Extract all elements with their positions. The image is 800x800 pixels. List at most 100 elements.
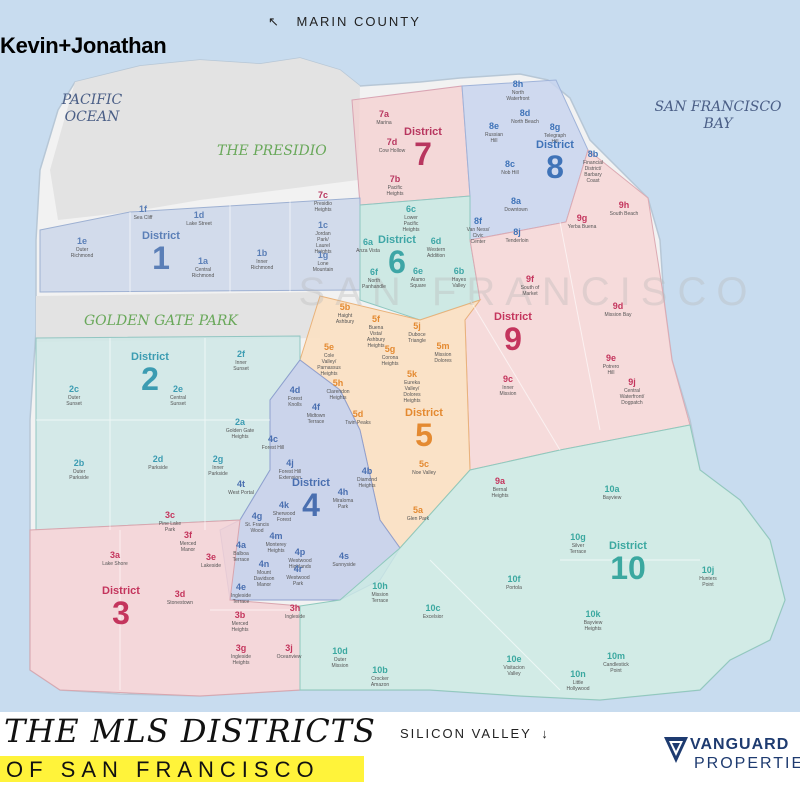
neighborhood-3d[interactable]: 3dStonestown: [167, 589, 193, 606]
neighborhood-1c[interactable]: 1cJordan Park/Laurel Heights: [315, 220, 332, 255]
neighborhood-2b[interactable]: 2bOuter Parkside: [69, 458, 89, 481]
neighborhood-10f[interactable]: 10fPortola: [506, 574, 522, 591]
neighborhood-5g[interactable]: 5gCorona Heights: [382, 344, 399, 367]
neighborhood-4s[interactable]: 4sSunnyside: [332, 551, 356, 568]
neighborhood-9f[interactable]: 9fSouth of Market: [521, 274, 540, 297]
neighborhood-4c[interactable]: 4cForest Hill: [262, 434, 285, 451]
neighborhood-10m[interactable]: 10mCandlestick Point: [603, 651, 629, 674]
neighborhood-5c[interactable]: 5cNoe Valley: [412, 459, 436, 476]
neighborhood-7c[interactable]: 7cPresidio Heights: [314, 190, 332, 213]
district-2[interactable]: District2: [131, 351, 169, 397]
neighborhood-2c[interactable]: 2cOuter Sunset: [66, 384, 82, 407]
neighborhood-8j[interactable]: 8jTenderloin: [505, 227, 528, 244]
neighborhood-10k[interactable]: 10kBayview Heights: [584, 609, 603, 632]
neighborhood-4g[interactable]: 4gSt. Francis Wood: [245, 511, 269, 534]
neighborhood-3c[interactable]: 3cPine Lake Park: [159, 510, 181, 533]
district-10[interactable]: District10: [609, 540, 647, 586]
neighborhood-3j[interactable]: 3jOceanview: [277, 643, 302, 660]
district-5[interactable]: District5: [405, 407, 443, 453]
neighborhood-8b[interactable]: 8bFinancial District/Barbary Coast: [583, 149, 603, 184]
district-8[interactable]: District8: [536, 139, 574, 185]
neighborhood-1a[interactable]: 1aCentral Richmond: [192, 256, 215, 279]
neighborhood-8c[interactable]: 8cNob Hill: [501, 159, 519, 176]
neighborhood-4d[interactable]: 4dForest Knolls: [288, 385, 303, 408]
neighborhood-4r[interactable]: 4rWestwood Park: [286, 564, 309, 587]
neighborhood-10h[interactable]: 10hMission Terrace: [372, 581, 389, 604]
neighborhood-9j[interactable]: 9jCentral Waterfront/Dogpatch: [620, 377, 645, 406]
neighborhood-10e[interactable]: 10eVisitacion Valley: [503, 654, 525, 677]
neighborhood-6f[interactable]: 6fNorth Panhandle: [362, 267, 386, 290]
neighborhood-10n[interactable]: 10nLittle Hollywood: [566, 669, 589, 692]
neighborhood-8f[interactable]: 8fVan Ness/Civic Center: [467, 216, 490, 245]
neighborhood-5h[interactable]: 5hClarendon Heights: [326, 378, 349, 401]
neighborhood-8d[interactable]: 8dNorth Beach: [511, 108, 539, 125]
neighborhood-5b[interactable]: 5bHaight Ashbury: [336, 302, 355, 325]
neighborhood-7b[interactable]: 7bPacific Heights: [387, 174, 404, 197]
neighborhood-5k[interactable]: 5kEureka Valley/Dolores Heights: [403, 369, 421, 404]
neighborhood-3g[interactable]: 3gIngleside Heights: [231, 643, 251, 666]
neighborhood-3a[interactable]: 3aLake Shore: [102, 550, 128, 567]
neighborhood-4m[interactable]: 4mMonterey Heights: [266, 531, 287, 554]
neighborhood-4p[interactable]: 4pWestwood Highlands: [288, 547, 311, 570]
neighborhood-5d[interactable]: 5dTwin Peaks: [345, 409, 371, 426]
neighborhood-9e[interactable]: 9ePotrero Hill: [603, 353, 620, 376]
neighborhood-10b[interactable]: 10bCrocker Amazon: [371, 665, 390, 688]
neighborhood-6d[interactable]: 6dWestern Addition: [427, 236, 446, 259]
neighborhood-5a[interactable]: 5aGlen Park: [407, 505, 430, 522]
district-6[interactable]: District6: [378, 234, 416, 280]
neighborhood-7d[interactable]: 7dCow Hollow: [379, 137, 406, 154]
neighborhood-2f[interactable]: 2fInner Sunset: [233, 349, 249, 372]
neighborhood-5f[interactable]: 5fBuena Vista/Ashbury Heights: [367, 314, 386, 349]
district-4[interactable]: District4: [292, 477, 330, 523]
neighborhood-2d[interactable]: 2dParkside: [148, 454, 168, 471]
neighborhood-10d[interactable]: 10dOuter Mission: [332, 646, 349, 669]
neighborhood-9d[interactable]: 9dMission Bay: [605, 301, 632, 318]
neighborhood-10g[interactable]: 10gSilver Terrace: [570, 532, 587, 555]
neighborhood-8g[interactable]: 8gTelegraph Hill: [544, 122, 566, 145]
neighborhood-10c[interactable]: 10cExcelsior: [423, 603, 444, 620]
neighborhood-5j[interactable]: 5jDuboce Triangle: [408, 321, 426, 344]
neighborhood-9c[interactable]: 9cInner Mission: [500, 374, 517, 397]
neighborhood-4h[interactable]: 4hMiraloma Park: [333, 487, 354, 510]
neighborhood-3h[interactable]: 3hIngleside: [285, 603, 305, 620]
neighborhood-6b[interactable]: 6bHayes Valley: [452, 266, 467, 289]
neighborhood-8h[interactable]: 8hNorth Waterfront: [506, 79, 530, 102]
neighborhood-4j[interactable]: 4jForest Hill Extension: [279, 458, 302, 481]
neighborhood-1b[interactable]: 1bInner Richmond: [251, 248, 274, 271]
neighborhood-2g[interactable]: 2gInner Parkside: [208, 454, 228, 477]
neighborhood-3f[interactable]: 3fMerced Manor: [180, 530, 197, 553]
neighborhood-4e[interactable]: 4eIngleside Terrace: [231, 582, 251, 605]
neighborhood-4n[interactable]: 4nMount Davidson Manor: [254, 559, 275, 588]
neighborhood-4b[interactable]: 4bDiamond Heights: [357, 466, 377, 489]
neighborhood-2e[interactable]: 2eCentral Sunset: [170, 384, 186, 407]
neighborhood-4k[interactable]: 4kSherwood Forest: [273, 500, 296, 523]
neighborhood-6e[interactable]: 6eAlamo Square: [410, 266, 426, 289]
neighborhood-2a[interactable]: 2aGolden Gate Heights: [226, 417, 255, 440]
neighborhood-10a[interactable]: 10aBayview: [603, 484, 622, 501]
neighborhood-8e[interactable]: 8eRussian Hill: [485, 121, 503, 144]
neighborhood-1d[interactable]: 1dLake Street: [186, 210, 212, 227]
district-7[interactable]: District7: [404, 126, 442, 172]
neighborhood-9g[interactable]: 9gYerba Buena: [568, 213, 597, 230]
neighborhood-7a[interactable]: 7aMarina: [376, 109, 392, 126]
neighborhood-5m[interactable]: 5mMission Dolores: [434, 341, 452, 364]
neighborhood-3e[interactable]: 3eLakeside: [201, 552, 221, 569]
neighborhood-4f[interactable]: 4fMidtown Terrace: [307, 402, 326, 425]
neighborhood-6c[interactable]: 6cLower Pacific Heights: [403, 204, 420, 233]
neighborhood-1f[interactable]: 1fSea Cliff: [134, 204, 153, 221]
district-map[interactable]: SAN FRANCISCO 1aCentral Richmond 1bInner Ri…: [0, 0, 800, 712]
neighborhood-1g[interactable]: 1gLone Mountain: [313, 250, 334, 273]
neighborhood-4a[interactable]: 4aBalboa Terrace: [233, 540, 250, 563]
district-9[interactable]: District9: [494, 311, 532, 357]
neighborhood-3b[interactable]: 3bMerced Heights: [232, 610, 249, 633]
neighborhood-8a[interactable]: 8aDowntown: [504, 196, 528, 213]
neighborhood-9h[interactable]: 9hSouth Beach: [610, 200, 639, 217]
district-1[interactable]: District1: [142, 230, 180, 276]
district-3[interactable]: District3: [102, 585, 140, 631]
neighborhood-10j[interactable]: 10jHunters Point: [699, 565, 717, 588]
neighborhood-9a[interactable]: 9aBernal Heights: [492, 476, 509, 499]
neighborhood-6a[interactable]: 6aAnza Vista: [356, 237, 380, 254]
neighborhood-4t[interactable]: 4tWest Portal: [228, 479, 254, 496]
neighborhood-1e[interactable]: 1eOuter Richmond: [71, 236, 94, 259]
neighborhood-5e[interactable]: 5eCole Valley/Parnassus Heights: [317, 342, 341, 377]
